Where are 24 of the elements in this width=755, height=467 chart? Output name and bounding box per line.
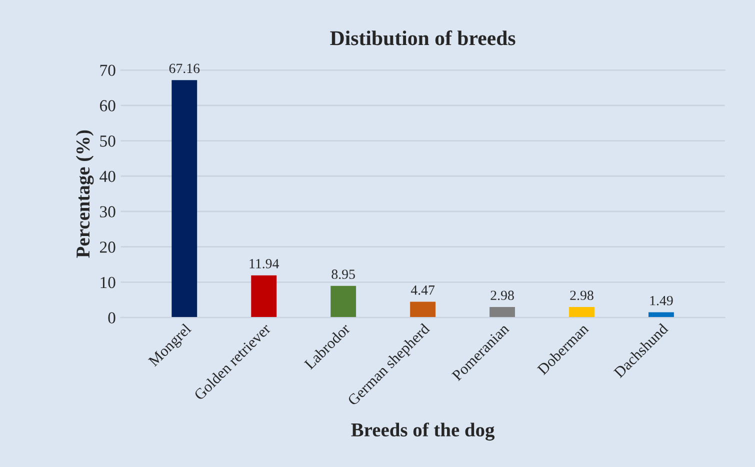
x-axis-title: Breeds of the dog	[351, 422, 495, 441]
y-tick-label: 10	[100, 276, 116, 288]
bar	[569, 307, 594, 318]
y-tick-label: 50	[100, 135, 116, 147]
bar	[330, 286, 356, 318]
bar	[490, 307, 515, 318]
bar	[172, 80, 198, 318]
y-tick-label: 60	[100, 100, 116, 112]
data-label: 8.95	[332, 270, 355, 279]
y-axis-title: Percentage (%)	[76, 130, 94, 258]
data-label: 2.98	[490, 290, 514, 300]
data-label: 2.98	[570, 290, 594, 300]
data-label: 4.47	[410, 285, 435, 295]
chart-title: Distibution of breeds	[330, 30, 516, 46]
y-tick-label: 20	[100, 242, 116, 253]
y-tick-label: 0	[108, 312, 116, 324]
y-tick-label: 70	[100, 64, 116, 76]
data-label: 11.94	[250, 259, 279, 268]
y-tick-label: 30	[100, 206, 116, 218]
bar	[251, 275, 277, 318]
y-tick-label: 40	[100, 170, 116, 182]
bar	[410, 302, 436, 318]
data-label: 1.49	[650, 296, 673, 306]
data-label: 67.16	[169, 64, 200, 74]
